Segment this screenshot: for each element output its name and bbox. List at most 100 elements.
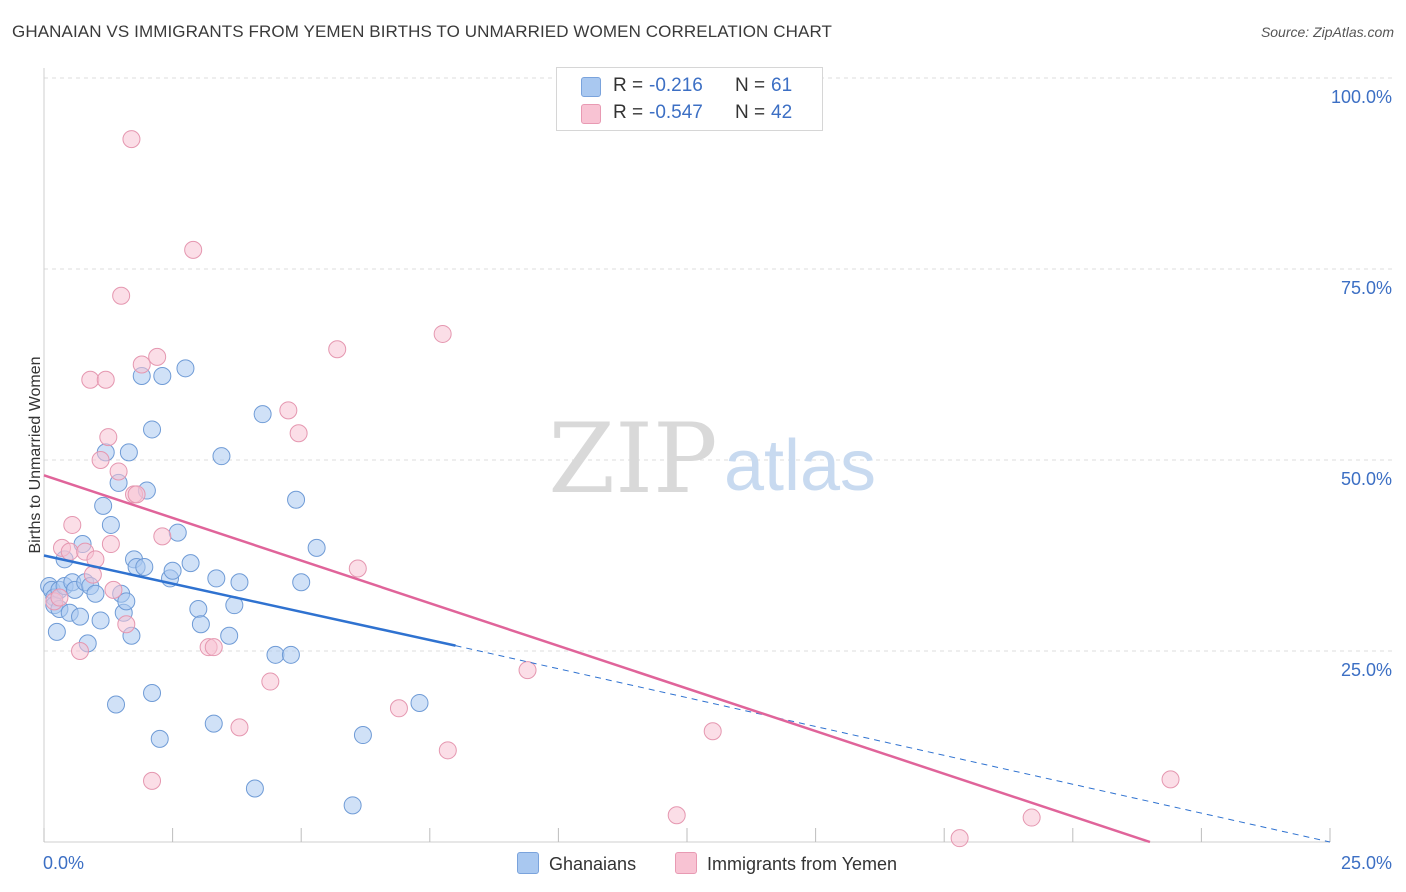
yemen-point (348, 559, 367, 578)
yemen-point (1161, 770, 1180, 789)
ghanaian-point (207, 569, 226, 588)
ghanaian-point (153, 366, 172, 385)
yemen-point (132, 355, 151, 374)
yemen-point (389, 699, 408, 718)
yemen-point (112, 286, 131, 305)
ghanaian-point (163, 561, 182, 580)
yemen-point (148, 347, 167, 366)
ghanaian-point (101, 515, 120, 534)
ghanaian-point (287, 490, 306, 509)
legend-n-value: 42 (771, 102, 793, 123)
ghanaian-point (204, 714, 223, 733)
yemen-point (101, 535, 120, 554)
yemen-trend-line (43, 474, 1151, 844)
yemen-point (91, 451, 110, 469)
yemen-point (63, 515, 82, 534)
bottom-legend-yemen[interactable]: Immigrants from Yemen (675, 852, 897, 875)
ghanaian-point (91, 611, 110, 630)
bottom-legend-swatch-ghanaians (517, 852, 539, 874)
ghanaian-point (253, 405, 272, 424)
ghanaian-point (71, 607, 90, 626)
ghanaian-point (353, 726, 372, 745)
ghanaian-point (181, 554, 200, 573)
yemen-point (1022, 808, 1041, 827)
yemen-point (261, 672, 280, 691)
ghanaian-point (230, 573, 249, 592)
ghanaian-point (212, 447, 231, 466)
y-tick-label-100: 100.0% (1330, 87, 1392, 107)
yemen-point (96, 370, 115, 389)
ghanaian-point (86, 584, 105, 603)
ghanaian-point (143, 684, 162, 703)
yemen-point (109, 462, 128, 481)
y-tick-label-75: 75.0% (1340, 278, 1392, 298)
yemen-point (143, 771, 162, 790)
watermark: ZIP atlas (548, 403, 876, 515)
yemen-point (50, 588, 69, 607)
yemen-point (518, 661, 537, 680)
source-label: Source: ZipAtlas.com (1260, 24, 1394, 40)
ghanaian-point (117, 592, 136, 611)
yemen-point (81, 370, 100, 389)
yemen-point (204, 638, 223, 657)
bottom-legend-swatch-yemen (675, 852, 697, 874)
y-tick-label-50: 50.0% (1340, 469, 1392, 489)
legend-r-label: R = (613, 75, 644, 96)
yemen-point (184, 240, 203, 259)
ghanaian-point (266, 645, 285, 664)
ghanaian-point (107, 695, 126, 714)
bottom-legend-ghanaians[interactable]: Ghanaians (517, 852, 636, 875)
yemen-point (117, 615, 136, 634)
yemen-point (71, 642, 90, 660)
legend-n-value: 61 (771, 75, 793, 96)
yemen-point (230, 718, 249, 737)
ghanaian-point (189, 599, 208, 618)
axes (43, 68, 1331, 843)
ghanaian-trend-extension (455, 645, 1331, 843)
legend-n-label: N = (735, 75, 766, 96)
ghanaian-point (176, 359, 195, 378)
ghanaian-point (168, 523, 187, 542)
yemen-point (60, 542, 79, 561)
yemen-point (99, 428, 118, 447)
ghanaian-point (119, 443, 138, 462)
ghanaian-point (245, 779, 264, 798)
yemen-point (328, 340, 347, 359)
ghanaian-point (47, 622, 66, 641)
bottom-legend-label-ghanaians: Ghanaians (549, 854, 637, 874)
chart-title: GHANAIAN VS IMMIGRANTS FROM YEMEN BIRTHS… (12, 22, 832, 41)
ghanaian-point (94, 496, 113, 515)
trend-lines (43, 474, 1331, 844)
ghanaian-point (220, 626, 239, 645)
ghanaian-point (410, 693, 429, 712)
yemen-point (433, 324, 452, 343)
ghanaian-point (292, 573, 311, 592)
data-points (40, 130, 1180, 848)
ghanaian-point (135, 557, 154, 576)
legend-n-label: N = (735, 102, 766, 123)
legend-r-label: R = (613, 102, 644, 123)
yemen-point (127, 485, 146, 504)
yemen-point (122, 130, 141, 149)
gridlines (44, 77, 1392, 652)
watermark-zip: ZIP (548, 403, 717, 515)
ghanaian-point (143, 420, 162, 439)
ghanaian-point (150, 729, 169, 748)
correlation-legend: R = -0.216 N = 61 R = -0.547 N = 42 (556, 67, 823, 131)
ghanaian-trend-line (43, 554, 456, 647)
yemen-point (289, 424, 308, 443)
x-tick-label-max: 25.0% (1340, 853, 1392, 873)
bottom-legend-label-yemen: Immigrants from Yemen (707, 854, 898, 874)
yemen-point (279, 401, 298, 420)
legend-swatch-yemen (581, 104, 601, 124)
ghanaian-point (281, 645, 300, 664)
ghanaian-point (307, 538, 326, 557)
legend-swatch-ghanaians (581, 77, 601, 97)
yemen-point (703, 722, 722, 741)
yemen-point (950, 829, 969, 848)
yemen-point (667, 806, 686, 825)
watermark-atlas: atlas (724, 426, 876, 506)
yemen-point (104, 580, 123, 599)
legend-r-value: -0.216 (649, 75, 703, 96)
